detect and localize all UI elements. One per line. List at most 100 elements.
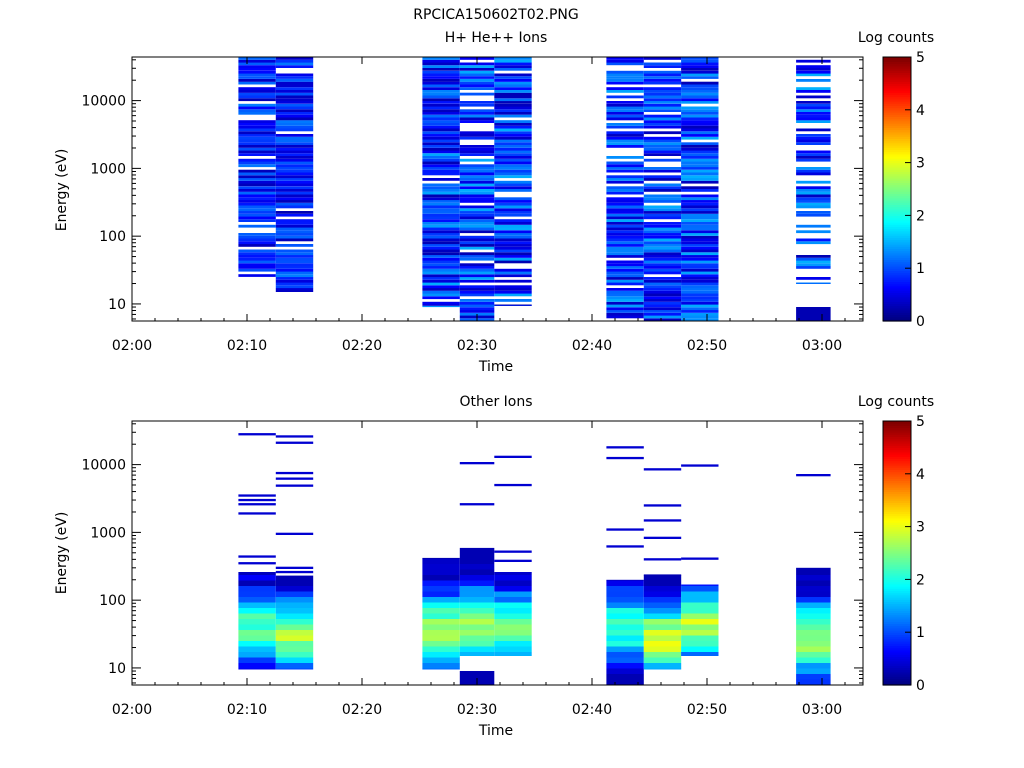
colorbar-step — [883, 520, 911, 523]
heatmap-cell — [459, 213, 495, 217]
heatmap-cell — [606, 679, 644, 685]
heatmap-cell — [422, 150, 460, 154]
heatmap-cell — [606, 230, 644, 234]
heatmap-cell — [494, 81, 532, 85]
heatmap-cell — [681, 175, 719, 179]
colorbar-step — [883, 588, 911, 591]
heatmap-cell — [681, 112, 719, 115]
colorbar-step — [883, 440, 911, 444]
heatmap-cell — [606, 290, 644, 294]
heatmap-cell — [643, 602, 682, 608]
x-tick-label: 02:30 — [457, 702, 497, 718]
y-tick-label: 10 — [108, 661, 126, 677]
heatmap-cell — [681, 186, 719, 189]
heatmap-cell — [459, 150, 495, 154]
heatmap-cell — [494, 597, 532, 603]
colorbar-step — [883, 674, 911, 677]
heatmap-cell — [681, 652, 719, 656]
heatmap-cell — [494, 249, 532, 253]
heatmap-cell — [422, 296, 460, 300]
heatmap-cell — [422, 200, 460, 203]
colorbar-step — [883, 636, 911, 640]
colorbar: 0 1 2 3 4 5 — [882, 50, 925, 330]
heatmap-cell — [796, 277, 831, 280]
panel-h-he-ions: H+ He++ Ions 02:00 02:10 02:20 02:30 02:40 02… — [54, 30, 934, 375]
heatmap-cell — [643, 158, 682, 162]
colorbar-step — [883, 118, 911, 122]
heatmap-cell — [681, 584, 719, 586]
heatmap-cell — [275, 189, 314, 192]
colorbar-step — [883, 316, 911, 320]
colorbar-tick-label: 0 — [916, 678, 925, 694]
x-tick-label: 02:10 — [227, 702, 267, 718]
heatmap-cell — [606, 189, 644, 192]
heatmap-cell — [275, 224, 314, 228]
heatmap-cell — [643, 65, 682, 68]
heatmap-cell — [643, 575, 682, 581]
colorbar-step — [883, 676, 911, 679]
heatmap-cell — [459, 288, 495, 291]
heatmap-cell — [459, 591, 495, 597]
heatmap-cell — [796, 266, 831, 269]
heatmap-cell — [606, 79, 644, 82]
colorbar-step — [883, 605, 911, 609]
heatmap-cell — [422, 103, 460, 107]
heatmap-cell — [606, 73, 644, 77]
heatmap-cell — [494, 244, 532, 247]
heatmap-cell — [275, 79, 314, 82]
colorbar-step — [883, 469, 911, 473]
heatmap-cell — [643, 619, 682, 625]
heatmap-cell — [606, 95, 644, 99]
heatmap-cell — [606, 268, 644, 272]
heatmap-cell — [275, 81, 314, 85]
heatmap-cell — [238, 120, 276, 123]
colorbar-step — [883, 506, 911, 510]
heatmap-cell — [643, 318, 682, 322]
heatmap-cell — [459, 191, 495, 195]
colorbar-step — [883, 647, 911, 651]
heatmap-cell — [643, 310, 682, 313]
y-axis-ticks: 10 100 1000 10000 — [81, 423, 863, 684]
heatmap-cell — [796, 257, 831, 261]
panel-other-ions: Other Ions 02:00 02:10 02:20 02:30 02:40 02:5… — [54, 394, 934, 739]
heatmap-cells — [238, 57, 831, 322]
heatmap-cell — [643, 255, 682, 258]
heatmap-cell — [459, 619, 495, 625]
heatmap-cell — [643, 646, 682, 652]
colorbar-step — [883, 147, 911, 150]
heatmap-cell — [494, 246, 532, 250]
heatmap-cell — [606, 456, 644, 460]
heatmap-cell — [681, 125, 719, 129]
colorbar-step — [883, 449, 911, 453]
heatmap-cell — [459, 208, 495, 212]
heatmap-cell — [606, 227, 644, 231]
colorbar-step — [883, 489, 911, 492]
heatmap-cell — [275, 255, 314, 258]
heatmap-cell — [606, 260, 644, 264]
heatmap-cell — [796, 238, 831, 242]
heatmap-cell — [422, 145, 460, 148]
heatmap-cell — [275, 213, 314, 217]
y-axis-label: Energy (eV) — [54, 512, 70, 595]
heatmap-cell — [422, 95, 460, 99]
heatmap-cell — [606, 70, 644, 74]
heatmap-cell — [681, 208, 719, 212]
colorbar-step — [883, 568, 911, 572]
colorbar-step — [883, 502, 911, 506]
heatmap-cell — [459, 613, 495, 619]
heatmap-cell — [238, 249, 276, 253]
heatmap-cell — [459, 211, 495, 214]
heatmap-cell — [643, 114, 682, 118]
colorbar-step — [883, 537, 911, 541]
heatmap-cell — [422, 558, 460, 564]
heatmap-cell — [494, 559, 532, 562]
heatmap-cell — [681, 318, 719, 322]
heatmap-cell — [643, 635, 682, 641]
heatmap-cell — [275, 238, 314, 242]
heatmap-cell — [275, 532, 314, 535]
colorbar-step — [883, 566, 911, 569]
heatmap-cell — [681, 216, 719, 220]
x-tick-label: 02:40 — [572, 702, 612, 718]
heatmap-cell — [681, 602, 719, 608]
heatmap-cell — [494, 90, 532, 93]
